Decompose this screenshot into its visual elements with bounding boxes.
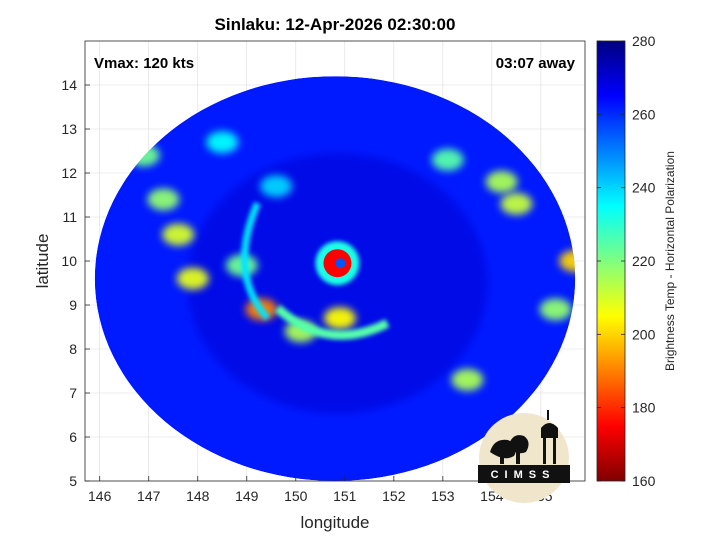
colorbar-tick-label: 220 xyxy=(632,253,656,269)
storm-eye xyxy=(335,258,346,269)
colorbar-tick-label: 280 xyxy=(632,33,656,49)
spiral-band xyxy=(274,304,390,340)
x-tick-label: 147 xyxy=(137,488,161,504)
rainband-feature xyxy=(451,368,484,391)
colorbar-ticks: 160 180 200 220 240 260 280 xyxy=(597,33,656,489)
y-tick-label: 9 xyxy=(69,297,77,313)
rainband-feature xyxy=(260,175,293,198)
colorbar-tick-label: 240 xyxy=(632,180,656,196)
y-axis-label: latitude xyxy=(33,234,52,289)
y-tick-label: 14 xyxy=(61,77,77,93)
colorbar-label: Brightness Temp - Horizontal Polarizatio… xyxy=(663,151,677,371)
rainband-feature xyxy=(500,192,533,215)
rainband-feature xyxy=(323,307,356,330)
chart-title: Sinlaku: 12-Apr-2026 02:30:00 xyxy=(215,15,456,34)
y-tick-label: 6 xyxy=(69,429,77,445)
rainband-feature xyxy=(176,267,209,290)
y-tick-label: 12 xyxy=(61,165,77,181)
x-tick-label: 146 xyxy=(88,488,112,504)
y-axis-ticks: 5 6 7 8 9 10 11 12 13 14 xyxy=(61,77,90,489)
rainband-feature xyxy=(431,148,464,171)
rainband-feature xyxy=(485,170,518,193)
y-tick-label: 13 xyxy=(61,121,77,137)
colorbar-tick-label: 180 xyxy=(632,400,656,416)
cimss-logo-text: CIMSS xyxy=(491,469,556,481)
rainband-feature xyxy=(559,250,576,272)
brightness-swath xyxy=(94,76,576,481)
x-tick-label: 148 xyxy=(186,488,210,504)
x-tick-label: 151 xyxy=(333,488,357,504)
colorbar xyxy=(596,40,626,482)
colorbar-tick-label: 160 xyxy=(632,473,656,489)
x-tick-label: 153 xyxy=(431,488,455,504)
x-tick-label: 152 xyxy=(382,488,406,504)
colorbar-tick-label: 260 xyxy=(632,106,656,122)
y-tick-label: 11 xyxy=(62,209,77,225)
rainband-feature xyxy=(206,131,239,154)
x-tick-label: 149 xyxy=(235,488,259,504)
rainband-feature xyxy=(539,298,572,321)
cimss-logo: CIMSS xyxy=(478,410,570,503)
swath-body xyxy=(94,76,576,481)
y-tick-label: 7 xyxy=(69,385,77,401)
y-tick-label: 8 xyxy=(69,341,77,357)
rainband-feature xyxy=(162,223,195,246)
y-tick-label: 10 xyxy=(61,253,77,269)
y-tick-label: 5 xyxy=(69,473,77,489)
rainband-feature xyxy=(147,188,180,211)
spiral-band xyxy=(241,201,271,321)
x-tick-label: 150 xyxy=(284,488,308,504)
x-axis-label: longitude xyxy=(300,513,369,532)
vmax-annotation: Vmax: 120 kts xyxy=(94,55,194,72)
colorbar-tick-label: 200 xyxy=(632,326,656,342)
time-away-annotation: 03:07 away xyxy=(496,55,576,72)
